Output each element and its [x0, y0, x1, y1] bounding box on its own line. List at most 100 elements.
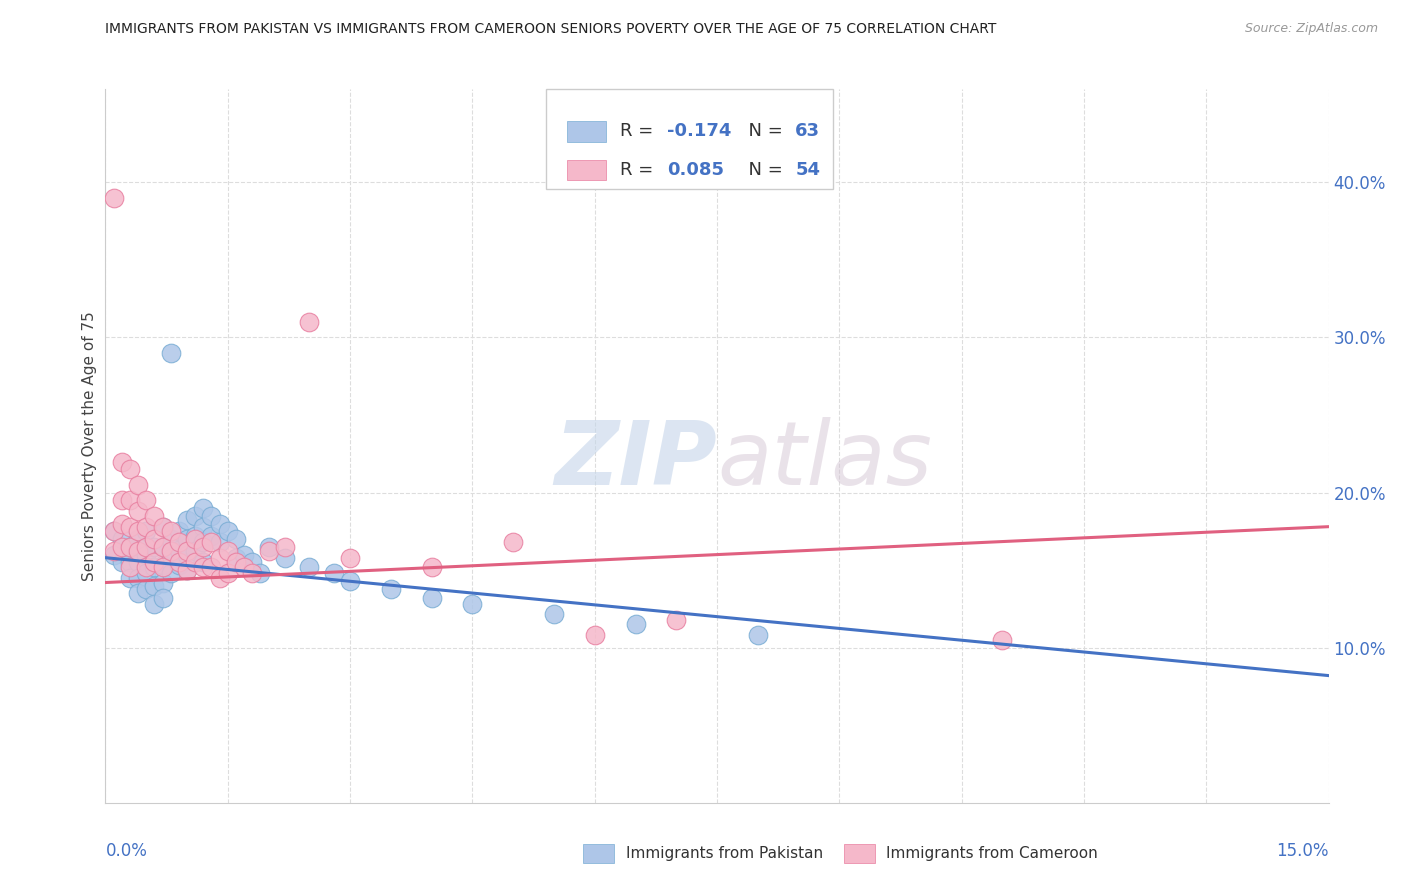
Point	[208, 535, 231, 549]
Text: R =: R =	[620, 161, 659, 178]
Point	[184, 508, 207, 523]
Text: N =: N =	[737, 161, 789, 178]
Point	[118, 462, 141, 476]
Point	[135, 493, 157, 508]
Point	[152, 540, 174, 554]
Point	[298, 315, 321, 329]
Point	[118, 555, 141, 569]
Point	[152, 519, 174, 533]
Point	[225, 532, 247, 546]
Point	[143, 508, 166, 523]
Point	[127, 532, 149, 546]
Point	[184, 544, 207, 558]
Point	[176, 563, 198, 577]
Point	[217, 524, 239, 539]
Point	[127, 477, 149, 491]
Point	[167, 535, 190, 549]
Point	[135, 560, 157, 574]
Point	[135, 566, 157, 581]
Point	[217, 544, 239, 558]
Point	[543, 607, 565, 621]
Point	[184, 529, 207, 543]
Text: 0.0%: 0.0%	[105, 842, 148, 860]
Point	[127, 586, 149, 600]
FancyBboxPatch shape	[583, 844, 614, 863]
Point	[135, 582, 157, 596]
Point	[143, 560, 166, 574]
Point	[249, 566, 271, 581]
FancyBboxPatch shape	[567, 121, 606, 142]
Point	[208, 516, 231, 531]
Text: N =: N =	[737, 122, 789, 140]
Point	[103, 191, 125, 205]
Point	[118, 493, 141, 508]
Point	[257, 544, 280, 558]
Point	[200, 508, 222, 523]
Point	[159, 524, 181, 539]
Point	[152, 558, 174, 573]
Text: 63: 63	[796, 122, 820, 140]
FancyBboxPatch shape	[844, 844, 875, 863]
Point	[111, 555, 134, 569]
Point	[339, 574, 361, 588]
Point	[152, 591, 174, 605]
Text: 0.085: 0.085	[666, 161, 724, 178]
Point	[127, 544, 149, 558]
Point	[111, 532, 134, 546]
FancyBboxPatch shape	[567, 160, 606, 180]
Point	[184, 532, 207, 546]
Point	[420, 591, 443, 605]
Point	[167, 555, 190, 569]
Point	[118, 560, 141, 574]
Point	[176, 532, 198, 546]
Point	[200, 535, 222, 549]
Text: Immigrants from Cameroon: Immigrants from Cameroon	[886, 847, 1098, 861]
Point	[167, 558, 190, 573]
Point	[167, 543, 190, 558]
Point	[184, 555, 207, 569]
Point	[193, 560, 215, 574]
Point	[208, 571, 231, 585]
Point	[143, 597, 166, 611]
Point	[111, 493, 134, 508]
Point	[118, 519, 141, 533]
Point	[176, 563, 198, 577]
Point	[322, 566, 344, 581]
Text: R =: R =	[620, 122, 659, 140]
Point	[159, 544, 181, 558]
Point	[225, 550, 247, 565]
Point	[135, 519, 157, 533]
Point	[152, 560, 174, 574]
Text: ZIP: ZIP	[554, 417, 717, 504]
Point	[127, 555, 149, 569]
Point	[339, 550, 361, 565]
Point	[583, 628, 606, 642]
Point	[135, 540, 157, 554]
Point	[298, 560, 321, 574]
Text: IMMIGRANTS FROM PAKISTAN VS IMMIGRANTS FROM CAMEROON SENIORS POVERTY OVER THE AG: IMMIGRANTS FROM PAKISTAN VS IMMIGRANTS F…	[105, 22, 997, 37]
Text: 54: 54	[796, 161, 820, 178]
Point	[193, 519, 215, 533]
Point	[233, 548, 256, 562]
Point	[200, 529, 222, 543]
Text: Source: ZipAtlas.com: Source: ZipAtlas.com	[1244, 22, 1378, 36]
Point	[167, 524, 190, 539]
Point	[127, 504, 149, 518]
Point	[152, 540, 174, 554]
Point	[159, 566, 181, 581]
Point	[193, 555, 215, 569]
Text: Immigrants from Pakistan: Immigrants from Pakistan	[626, 847, 823, 861]
Point	[991, 632, 1014, 647]
Point	[127, 571, 149, 585]
Point	[193, 535, 215, 549]
Point	[111, 454, 134, 468]
Point	[274, 550, 297, 565]
Point	[159, 346, 181, 360]
Point	[143, 532, 166, 546]
Point	[200, 560, 222, 574]
Point	[193, 501, 215, 516]
Point	[176, 513, 198, 527]
Point	[103, 548, 125, 562]
Text: -0.174: -0.174	[666, 122, 731, 140]
FancyBboxPatch shape	[546, 89, 834, 189]
